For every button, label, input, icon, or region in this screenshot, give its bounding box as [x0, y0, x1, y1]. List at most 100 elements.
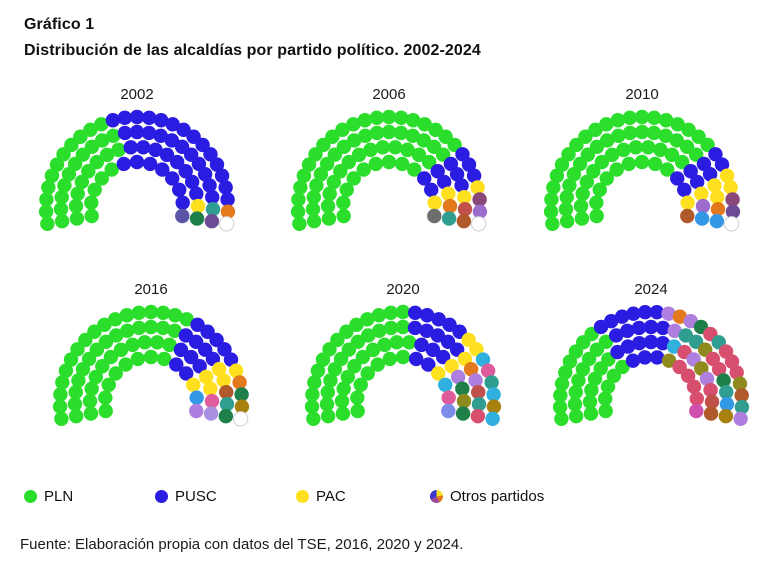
seat-dot — [172, 182, 187, 197]
seat-dot — [425, 342, 441, 358]
seat-dot — [143, 304, 159, 320]
seat-dot — [589, 195, 604, 210]
legend-label: PUSC — [175, 487, 217, 505]
seat-dot — [216, 373, 231, 388]
figure-label: Gráfico 1 — [24, 16, 95, 33]
seat-dot — [634, 109, 650, 125]
seat-dot — [470, 180, 485, 195]
seat-dot — [441, 403, 456, 419]
seat-dot — [108, 312, 123, 327]
source-note: Fuente: Elaboración propia con datos del… — [20, 536, 464, 553]
seat-dot — [335, 122, 350, 138]
seat-dot — [584, 382, 599, 398]
seat-dot — [689, 174, 705, 190]
seat-dot — [129, 109, 145, 125]
seat-dot — [136, 140, 151, 155]
seat-dot — [75, 362, 91, 377]
seat-dot — [153, 128, 168, 143]
seat-dot — [543, 204, 559, 219]
seat-dot — [340, 369, 356, 385]
seat-dot — [358, 128, 373, 143]
seat-dot — [382, 351, 398, 367]
seat-dot — [719, 397, 735, 412]
seat-dot — [203, 381, 218, 396]
seat-dot — [586, 164, 601, 179]
parliament-hemicycle — [52, 304, 250, 427]
seat-dot — [449, 167, 465, 182]
seat-dot — [383, 305, 399, 321]
seat-dot — [421, 357, 436, 372]
seat-dot — [470, 409, 486, 424]
seat-dot — [105, 113, 121, 128]
seat-dot — [202, 178, 217, 193]
seat-dot — [155, 305, 171, 321]
seat-dot — [219, 384, 234, 400]
seat-dot — [734, 388, 749, 403]
seat-dot — [430, 164, 445, 179]
seat-dot — [661, 353, 677, 368]
seat-dot — [143, 349, 159, 365]
seat-dot — [625, 353, 641, 368]
seat-dot — [353, 377, 368, 392]
seat-dot — [405, 128, 420, 143]
seat-dot — [600, 379, 616, 394]
seat-dot — [568, 409, 584, 424]
seat-dot — [455, 147, 470, 162]
seat-dot — [435, 349, 451, 365]
seat-dot — [94, 117, 109, 132]
seat-dot — [118, 357, 133, 372]
seat-dot — [637, 350, 653, 365]
seat-dot — [322, 186, 337, 201]
seat-dot — [234, 387, 249, 402]
seat-dot — [718, 409, 734, 424]
seat-dot — [554, 411, 569, 426]
parliament-chart-2016: 2016 — [41, 281, 261, 430]
seat-dot — [217, 342, 232, 357]
seat-dot — [395, 319, 411, 335]
seat-dot — [70, 186, 85, 201]
seat-dot — [219, 397, 235, 412]
seat-dot — [205, 202, 221, 217]
seat-dot — [162, 337, 177, 353]
seat-dot — [87, 324, 102, 339]
legend-label: PAC — [316, 487, 346, 505]
seat-dot — [323, 373, 338, 388]
seat-dot — [220, 192, 235, 207]
seat-dot — [141, 125, 157, 141]
chart-year-label: 2020 — [386, 281, 420, 298]
seat-dot — [558, 365, 573, 380]
seat-dot — [89, 154, 105, 170]
seat-dot — [82, 393, 98, 409]
seat-dot — [545, 216, 560, 231]
seat-dot — [327, 362, 343, 377]
seat-dot — [49, 157, 65, 172]
seat-dot — [189, 186, 204, 201]
seat-dot — [622, 125, 638, 141]
seat-dot — [566, 167, 582, 182]
seat-dot — [333, 164, 348, 179]
seat-dot — [606, 368, 622, 384]
seat-dot — [575, 362, 591, 377]
seat-dot — [716, 373, 731, 388]
seat-dot — [405, 113, 421, 128]
seat-dot — [733, 411, 748, 426]
seat-dot — [103, 349, 119, 365]
seat-dot — [703, 406, 719, 421]
seat-dot — [84, 195, 99, 210]
seat-dot — [468, 373, 483, 388]
seat-dot — [626, 306, 641, 321]
parliament-hemicycle — [290, 109, 488, 232]
seat-dot — [291, 192, 306, 207]
seat-dot — [94, 133, 110, 148]
seat-dot — [55, 375, 70, 390]
seat-dot — [123, 140, 138, 155]
seat-dot — [702, 167, 718, 182]
seat-dot — [708, 147, 723, 162]
seat-dot — [189, 403, 204, 419]
seat-dot — [615, 359, 630, 375]
seat-dot — [142, 156, 158, 172]
seat-dot — [296, 168, 312, 183]
seat-dot — [674, 154, 690, 170]
seat-dot — [218, 180, 233, 195]
seat-dot — [658, 113, 674, 128]
